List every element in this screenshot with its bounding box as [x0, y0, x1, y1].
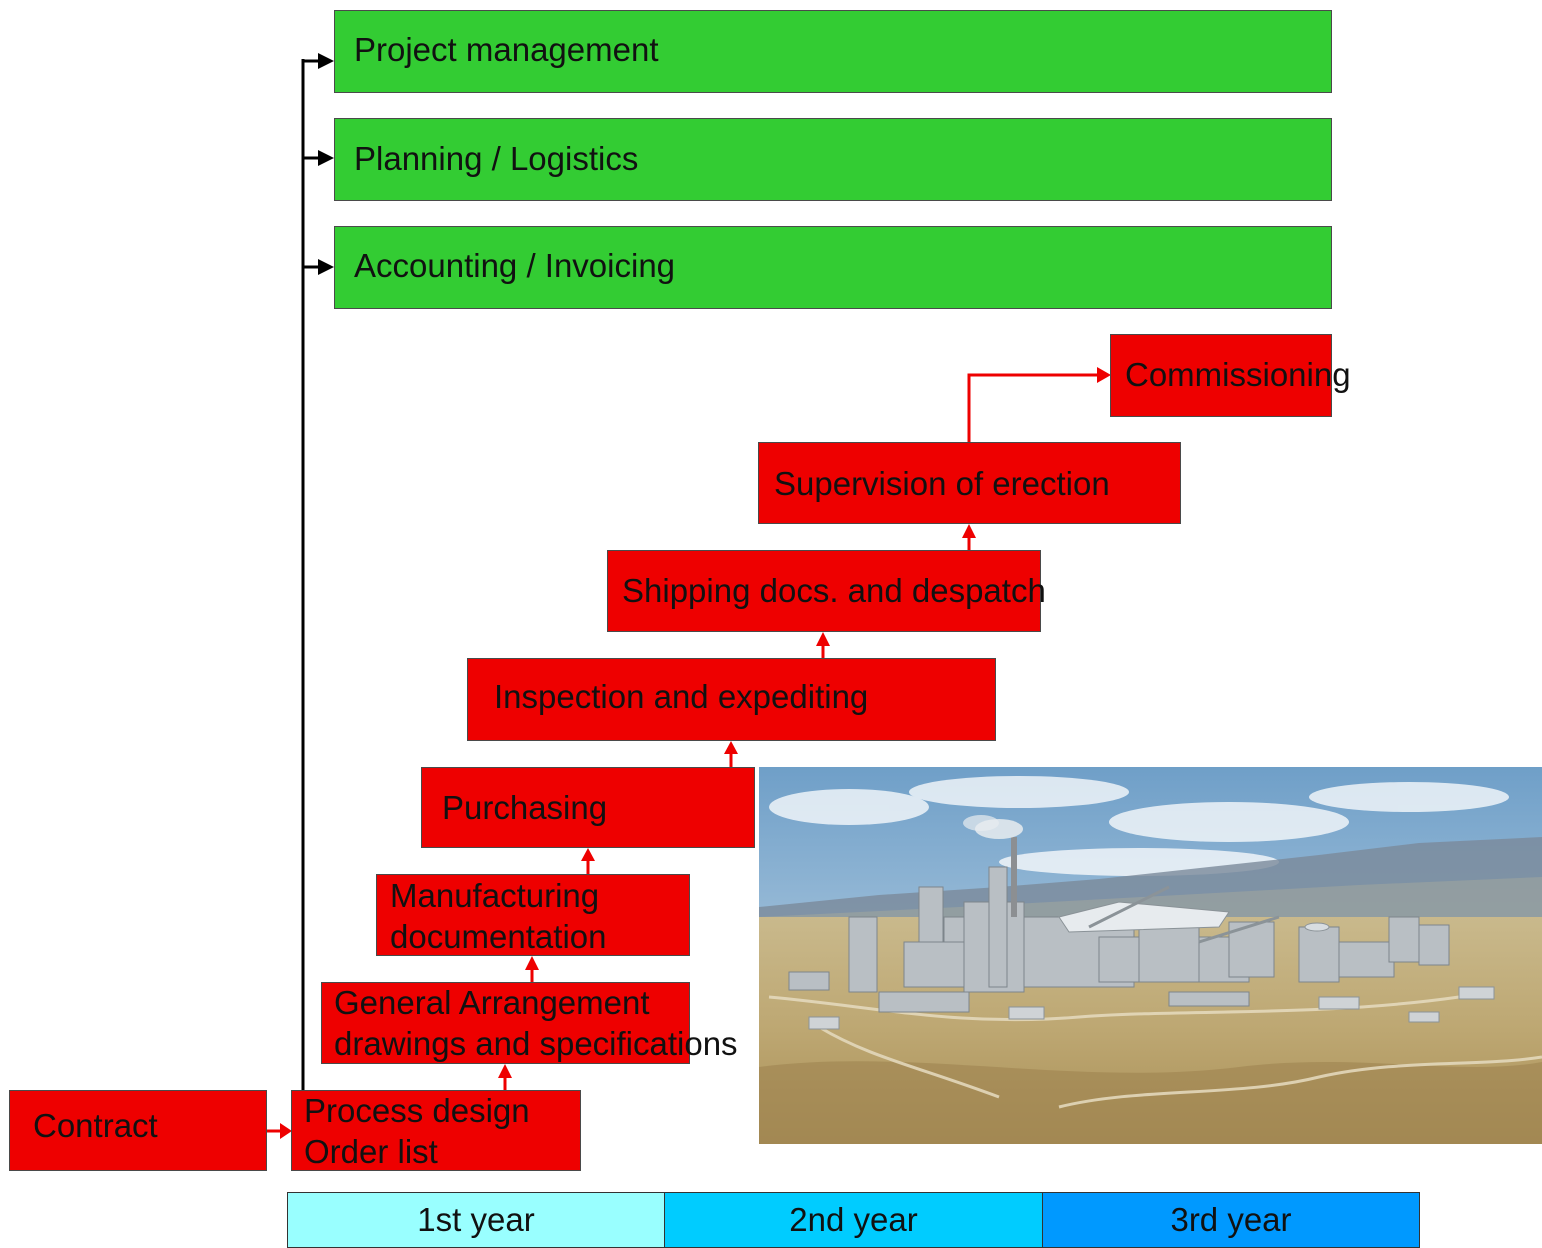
project-management-label: Project management	[354, 31, 659, 68]
process-design-label-line2: Order list	[304, 1133, 438, 1170]
commissioning-label: Commissioning	[1125, 356, 1351, 393]
timeline-year-1: 1st year	[287, 1192, 665, 1248]
shipping-box: Shipping docs. and despatch	[607, 550, 1046, 632]
support-connector	[301, 59, 318, 1090]
general-arrangement-label-line2: drawings and specifications	[334, 1025, 738, 1062]
general-arrangement-box: General Arrangement drawings and specifi…	[321, 982, 738, 1064]
timeline-year-1-label: 1st year	[417, 1201, 535, 1238]
general-arrangement-label-line1: General Arrangement	[334, 984, 650, 1021]
arrow-to-planning-logistics	[318, 150, 334, 166]
arrow-to-shipping	[816, 632, 830, 646]
manufacturing-label-line2: documentation	[390, 918, 607, 955]
arrow-to-accounting-invoicing	[318, 259, 334, 275]
arrow-to-supervision	[962, 524, 976, 538]
manufacturing-label-line1: Manufacturing	[390, 877, 600, 914]
supervision-box: Supervision of erection	[758, 442, 1181, 524]
timeline-year-3: 3rd year	[1042, 1192, 1420, 1248]
timeline-year-3-label: 3rd year	[1170, 1201, 1292, 1238]
timeline-year-2: 2nd year	[664, 1192, 1043, 1248]
manufacturing-box: Manufacturing documentation	[376, 874, 690, 956]
accounting-invoicing-label: Accounting / Invoicing	[354, 247, 676, 284]
contract-box: Contract	[9, 1090, 267, 1171]
project-management-box: Project management	[334, 10, 1332, 93]
planning-logistics-box: Planning / Logistics	[334, 118, 1332, 201]
shipping-label: Shipping docs. and despatch	[622, 572, 1046, 609]
supervision-label: Supervision of erection	[774, 465, 1110, 502]
commissioning-box: Commissioning	[1110, 334, 1351, 417]
arrow-to-commissioning	[1097, 367, 1111, 383]
purchasing-label: Purchasing	[442, 789, 608, 826]
purchasing-box: Purchasing	[421, 767, 755, 848]
timeline-year-2-label: 2nd year	[789, 1201, 918, 1238]
arrow-to-manufacturing	[525, 956, 539, 970]
inspection-label: Inspection and expediting	[494, 678, 869, 715]
contract-label: Contract	[33, 1107, 158, 1144]
inspection-box: Inspection and expediting	[467, 658, 996, 741]
arrow-to-purchasing	[581, 848, 595, 861]
arrow-to-general-arrangement	[498, 1064, 512, 1078]
process-design-box: Process design Order list	[291, 1090, 581, 1171]
planning-logistics-label: Planning / Logistics	[354, 140, 639, 177]
process-design-label-line1: Process design	[304, 1092, 530, 1129]
arrow-to-inspection	[724, 741, 738, 754]
cement-plant-photo	[759, 767, 1542, 1144]
arrow-to-project-management	[318, 53, 334, 69]
accounting-invoicing-box: Accounting / Invoicing	[334, 226, 1332, 309]
